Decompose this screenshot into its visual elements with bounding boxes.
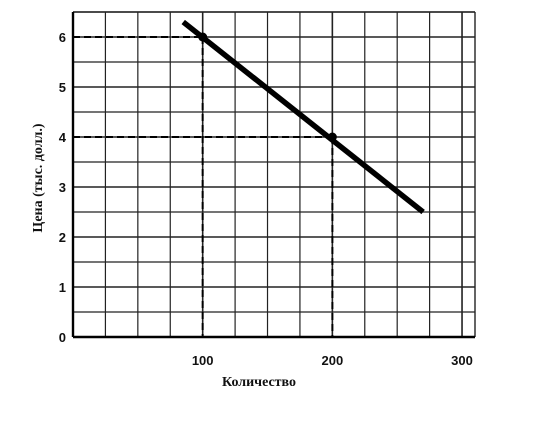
y-axis-title: Цена (тыс. долл.) — [31, 123, 46, 232]
tick-labels: 100 200 300 0 1 2 3 4 5 6 — [59, 30, 473, 368]
y-tick-label: 0 — [59, 330, 66, 345]
x-axis-title: Количество — [222, 375, 296, 390]
grid — [71, 11, 476, 339]
marked-point — [327, 132, 337, 142]
demand-line — [181, 19, 425, 215]
y-tick-label: 4 — [59, 130, 67, 145]
y-tick-label: 5 — [59, 80, 66, 95]
guide-lines — [73, 36, 334, 337]
x-tick-label: 200 — [322, 353, 344, 368]
series — [181, 19, 425, 215]
y-tick-label: 6 — [59, 30, 66, 45]
y-tick-label: 3 — [59, 180, 66, 195]
y-tick-label: 2 — [59, 230, 66, 245]
y-tick-label: 1 — [59, 280, 66, 295]
marked-point — [198, 32, 208, 42]
x-tick-label: 100 — [192, 353, 214, 368]
x-tick-label: 300 — [451, 353, 473, 368]
